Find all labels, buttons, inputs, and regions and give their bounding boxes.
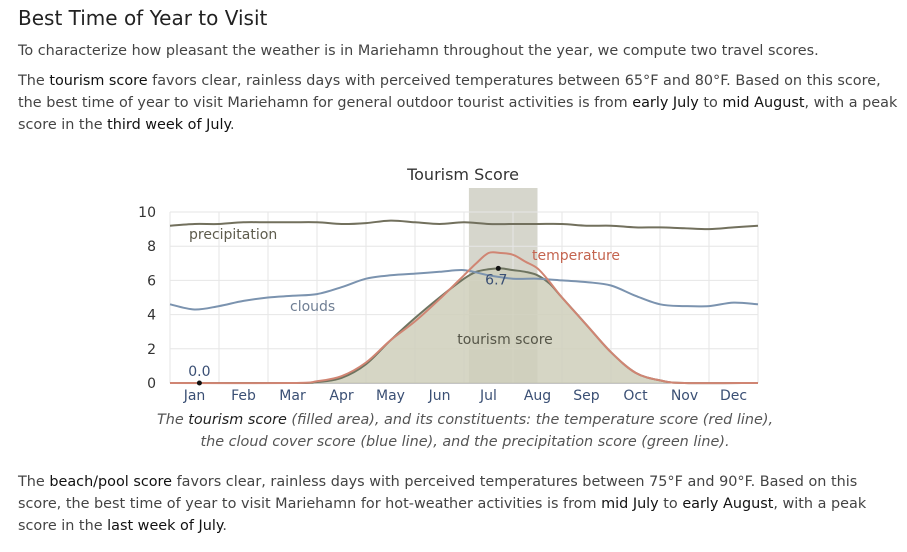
x-tick-label: Nov xyxy=(671,388,698,404)
caption-score-term: tourism score xyxy=(188,412,287,428)
tourism-score-area xyxy=(170,268,758,384)
x-tick-label: May xyxy=(376,388,405,404)
tourism-score-label: tourism score xyxy=(457,332,553,348)
beach-text-1: The xyxy=(18,474,50,490)
max-value-label: 6.7 xyxy=(485,272,507,288)
x-tick-label: Jul xyxy=(479,388,497,404)
clouds-label: clouds xyxy=(290,299,335,315)
tourism-score-chart: Tourism Score 0 2 4 6 8 10 Jan Feb Mar Apr May Jun… xyxy=(138,165,759,404)
y-tick-label: 8 xyxy=(147,239,156,255)
beach-end-period: early August xyxy=(682,496,774,512)
beach-text-5: . xyxy=(222,518,227,534)
tourism-end-period: mid August xyxy=(722,95,805,111)
tourism-score-term: tourism score xyxy=(49,73,148,89)
x-tick-label: Jan xyxy=(183,388,206,404)
x-tick-label: Dec xyxy=(720,388,747,404)
y-axis-tick-labels: 0 2 4 6 8 10 xyxy=(138,205,156,392)
chart-title: Tourism Score xyxy=(406,165,519,184)
tourism-peak-period: third week of July xyxy=(107,117,230,133)
tourism-start-period: early July xyxy=(632,95,699,111)
beach-score-term: beach/pool score xyxy=(49,474,173,490)
tourism-text-3: to xyxy=(698,95,723,111)
tourism-text-4: , with a peak score in the xyxy=(18,95,898,133)
tourism-text-5: . xyxy=(229,117,235,133)
y-tick-label: 10 xyxy=(138,205,156,221)
beach-text-3: to xyxy=(658,496,683,512)
precipitation-label: precipitation xyxy=(189,227,277,243)
tourism-text-1: The xyxy=(18,73,50,89)
precipitation-line xyxy=(169,219,759,231)
min-value-label: 0.0 xyxy=(188,364,210,380)
beach-text-4: , with a peak score in the xyxy=(18,496,867,534)
y-tick-label: 6 xyxy=(147,273,156,289)
caption-text-1: The xyxy=(156,412,189,428)
x-tick-label: Mar xyxy=(279,388,306,404)
caption-text-2: (filled area), and its constituents: the… xyxy=(200,412,774,450)
section-heading: Best Time of Year to Visit xyxy=(18,6,268,30)
beach-start-period: mid July xyxy=(601,496,659,512)
x-tick-label: Feb xyxy=(231,388,256,404)
beach-peak-period: last week of July xyxy=(107,518,223,534)
clouds-line xyxy=(169,269,759,311)
x-tick-label: Oct xyxy=(623,388,648,404)
x-tick-label: Aug xyxy=(524,388,551,404)
tourism-paragraph: The tourism score favors clear, rainless… xyxy=(18,70,903,136)
chart-caption: The tourism score (filled area), and its… xyxy=(150,409,780,453)
x-tick-label: Apr xyxy=(329,388,353,404)
temperature-label: temperature xyxy=(532,248,620,264)
tourism-text-2: favors clear, rainless days with perceiv… xyxy=(18,73,881,111)
beach-paragraph: The beach/pool score favors clear, rainl… xyxy=(18,471,903,537)
y-tick-label: 0 xyxy=(147,376,156,392)
x-tick-label: Sep xyxy=(573,388,600,404)
beach-text-2: favors clear, rainless days with perceiv… xyxy=(18,474,858,512)
y-tick-label: 4 xyxy=(147,308,156,324)
x-axis-tick-labels: Jan Feb Mar Apr May Jun Jul Aug Sep Oct Nov Dec xyxy=(183,388,747,404)
intro-paragraph: To characterize how pleasant the weather… xyxy=(18,43,819,59)
max-value-marker xyxy=(495,265,501,271)
temperature-line xyxy=(169,251,759,385)
min-value-marker xyxy=(196,380,202,386)
y-tick-label: 2 xyxy=(147,342,156,358)
x-tick-label: Jun xyxy=(428,388,451,404)
